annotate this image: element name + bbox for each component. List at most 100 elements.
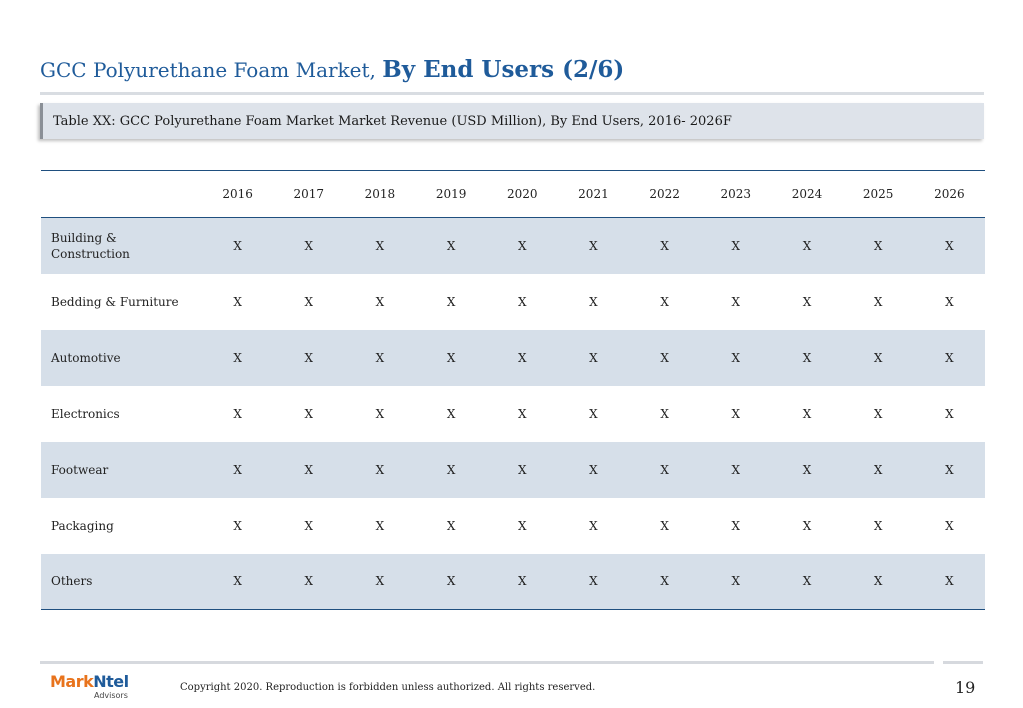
table-cell: X xyxy=(945,518,954,533)
table-row: Electronics X X X X X X X X X X X xyxy=(41,386,985,442)
row-label: Building & Construction xyxy=(51,230,130,261)
table-cell: X xyxy=(873,518,883,533)
year-header: 2021 xyxy=(557,170,630,218)
table-cell: X xyxy=(375,238,385,253)
table-row: Packaging X X X X X X X X X X X xyxy=(41,498,985,554)
table-cell: X xyxy=(518,406,527,421)
table-cell: X xyxy=(660,294,669,309)
footer-divider-short xyxy=(943,661,983,664)
table-cell: X xyxy=(375,518,385,533)
table-cell: X xyxy=(731,406,741,421)
page-title-emphasis: By End Users (2/6) xyxy=(382,56,625,83)
table-cell: X xyxy=(446,462,456,477)
table-cell: X xyxy=(304,350,314,365)
data-table: 2016 2017 2018 2019 2020 2021 2022 2023 2024 2025… xyxy=(41,170,985,610)
table-cell: X xyxy=(375,462,385,477)
table-cell: X xyxy=(629,553,701,610)
table-cell: X xyxy=(589,406,598,421)
table-cell: X xyxy=(446,238,456,253)
row-label: Automotive xyxy=(51,350,121,365)
row-label: Footwear xyxy=(51,462,109,477)
table-cell: X xyxy=(518,518,527,533)
table-cell: X xyxy=(589,518,598,533)
table-cell: X xyxy=(873,406,883,421)
copyright-notice: Copyright 2020. Reproduction is forbidde… xyxy=(180,682,596,693)
table-cell: X xyxy=(304,518,314,533)
year-header: 2019 xyxy=(415,170,487,218)
table-cell: X xyxy=(233,238,242,253)
table-caption: Table XX: GCC Polyurethane Foam Market M… xyxy=(53,114,732,129)
table-row: Others X X X X X X X X X X X xyxy=(41,553,985,610)
table-cell: X xyxy=(802,294,812,309)
table-cell: X xyxy=(802,518,812,533)
table-cell: X xyxy=(589,238,598,253)
logo-text-advisors: Advisors xyxy=(94,691,128,700)
page-title: GCC Polyurethane Foam Market, By End Use… xyxy=(40,56,624,83)
table-cell: X xyxy=(731,462,741,477)
table-cell: X xyxy=(660,462,669,477)
table-cell: X xyxy=(589,462,598,477)
table-row: Footwear X X X X X X X X X X X xyxy=(41,441,985,498)
table-cell: X xyxy=(945,350,954,365)
table-cell: X xyxy=(486,553,558,610)
row-label: Packaging xyxy=(51,518,114,533)
marknetel-logo: MarkNtel Advisors xyxy=(50,672,150,702)
table-cell: X xyxy=(344,553,416,610)
row-label: Electronics xyxy=(51,406,120,421)
table-cell: X xyxy=(233,350,242,365)
table-cell: X xyxy=(771,553,843,610)
table-cell: X xyxy=(802,406,812,421)
table-cell: X xyxy=(304,406,314,421)
table-row: Building & Construction X X X X X X X X X X X xyxy=(41,217,985,274)
table-cell: X xyxy=(518,462,527,477)
table-cell: X xyxy=(873,350,883,365)
title-divider xyxy=(40,92,984,95)
table-cell: X xyxy=(873,462,883,477)
table-body: Building & Construction X X X X X X X X X X X Beddin… xyxy=(41,217,985,610)
table-cell: X xyxy=(304,238,314,253)
table-cell: X xyxy=(446,518,456,533)
table-cell: X xyxy=(446,406,456,421)
footer-divider xyxy=(40,661,934,664)
table-cell: X xyxy=(557,553,630,610)
table-cell: X xyxy=(660,406,669,421)
table-cell: X xyxy=(233,294,242,309)
table-cell: X xyxy=(945,462,954,477)
year-header: 2026 xyxy=(913,170,985,218)
table-cell: X xyxy=(375,406,385,421)
row-label: Others xyxy=(41,553,202,610)
year-header: 2018 xyxy=(344,170,416,218)
row-label: Bedding & Furniture xyxy=(51,294,179,309)
table-cell: X xyxy=(589,350,598,365)
table-cell: X xyxy=(589,294,598,309)
table-corner-cell xyxy=(41,170,202,218)
year-header: 2022 xyxy=(629,170,701,218)
table-cell: X xyxy=(731,294,741,309)
table-row: Automotive X X X X X X X X X X X xyxy=(41,329,985,386)
table-cell: X xyxy=(304,462,314,477)
table-cell: X xyxy=(446,350,456,365)
table-cell: X xyxy=(415,553,487,610)
table-cell: X xyxy=(273,553,345,610)
table-cell: X xyxy=(802,462,812,477)
table-cell: X xyxy=(660,238,669,253)
year-header: 2023 xyxy=(700,170,772,218)
table-row: Bedding & Furniture X X X X X X X X X X X xyxy=(41,274,985,330)
table-cell: X xyxy=(802,350,812,365)
table-cell: X xyxy=(731,238,741,253)
table-cell: X xyxy=(873,294,883,309)
table-cell: X xyxy=(945,238,954,253)
table-cell: X xyxy=(518,294,527,309)
table-cell: X xyxy=(446,294,456,309)
table-cell: X xyxy=(913,553,985,610)
year-header: 2024 xyxy=(771,170,843,218)
page-title-main: GCC Polyurethane Foam Market, xyxy=(40,58,383,82)
table-cell: X xyxy=(731,518,741,533)
table-cell: X xyxy=(375,350,385,365)
table-cell: X xyxy=(304,294,314,309)
table-caption-box: Table XX: GCC Polyurethane Foam Market M… xyxy=(40,103,984,139)
logo-text-mark: Mark xyxy=(50,672,94,691)
year-header: 2020 xyxy=(486,170,558,218)
table-cell: X xyxy=(945,294,954,309)
table-cell: X xyxy=(233,462,242,477)
